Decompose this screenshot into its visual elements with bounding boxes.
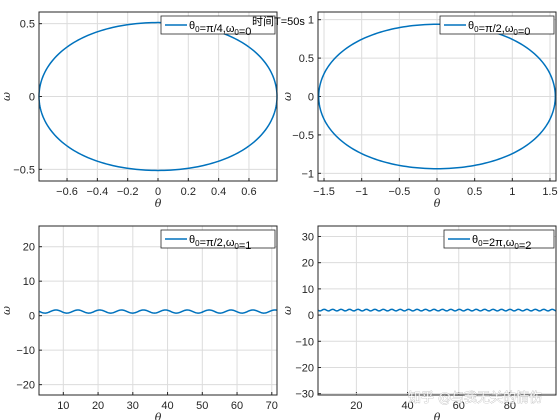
y-axis-label: ω [281, 92, 294, 101]
x-tick-label: 0.6 [241, 186, 256, 198]
x-axis-label: θ [434, 411, 441, 420]
legend-label: θ0=π/2,ω0=1 [189, 234, 251, 252]
x-tick-label: −1.5 [313, 186, 335, 198]
x-tick-label: −1 [355, 186, 368, 198]
x-tick-label: 20 [92, 400, 104, 412]
subplot-3: 10 20 30 40 50 60 70 −20 −10 0 10 20 θ0=π/2,ω0=1 θ ω [0, 225, 278, 420]
legend-box [439, 15, 555, 35]
y-tick-label: 20 [23, 242, 35, 254]
x-tick-label: 40 [401, 400, 413, 412]
subplot-2: −1.5 −1 −0.5 0 0.5 1 1.5 −1 −0.5 0 0.5 1 θ0=π/2,ω0=0… [281, 11, 558, 210]
x-tick-label: 10 [57, 400, 69, 412]
y-tick-label: −1 [301, 168, 314, 180]
subplot-1: −0.6 −0.4 −0.2 0 0.2 0.4 0.6 −0.5 0 0.5 θ0=π/4,ω0=… [0, 11, 278, 210]
y-tick-label: −20 [295, 362, 314, 374]
y-tick-label: −30 [295, 389, 314, 401]
figure-title: 时间T=50s [252, 15, 305, 28]
axes-frame [317, 225, 557, 396]
x-tick-label: 60 [231, 400, 243, 412]
x-tick-label: 0.4 [211, 186, 226, 198]
y-tick-label: 0 [29, 311, 35, 323]
x-tick-label: 80 [504, 400, 516, 412]
x-tick-label: 50 [196, 400, 208, 412]
legend: θ0=π/2,ω0=0 [439, 15, 555, 38]
x-tick-label: 70 [266, 400, 278, 412]
y-tick-label: 1 [308, 15, 314, 27]
y-axis-label: ω [0, 92, 13, 101]
x-tick-label: 0.2 [181, 186, 196, 198]
y-axis-label: ω [281, 306, 294, 315]
watermark: 知乎 @与我无关的情伤 [408, 390, 542, 406]
x-axis-label: θ [155, 411, 162, 420]
y-tick-label: 10 [23, 276, 35, 288]
x-tick-label: 40 [161, 400, 173, 412]
legend-box [160, 15, 276, 35]
x-tick-label: 20 [350, 400, 362, 412]
x-tick-label: 0 [155, 186, 161, 198]
y-tick-label: 20 [302, 258, 314, 270]
x-tick-label: −0.2 [117, 186, 139, 198]
subplots: −0.6 −0.4 −0.2 0 0.2 0.4 0.6 −0.5 0 0.5 θ0=π/4,ω0=… [0, 11, 558, 420]
y-tick-label: 30 [302, 231, 314, 243]
series-line [317, 308, 557, 312]
x-tick-label: 1 [509, 186, 515, 198]
subplot-4: 20 40 60 80 −30 −20 −10 0 10 20 30 θ0=2π,ω0=2 θ ω [281, 225, 557, 420]
legend-label: θ0=π/4,ω0=0 [189, 20, 251, 38]
x-tick-label: 0.5 [467, 186, 482, 198]
legend-label: θ0=π/2,ω0=0 [468, 20, 530, 38]
x-tick-label: 0 [434, 186, 440, 198]
y-tick-label: 0 [29, 92, 35, 104]
x-axis-label: θ [155, 197, 162, 210]
y-tick-label: −10 [295, 336, 314, 348]
x-tick-label: 1.5 [542, 186, 557, 198]
axes-frame [38, 225, 278, 396]
legend-box [160, 229, 276, 249]
y-tick-label: 0 [308, 310, 314, 322]
legend: θ0=π/2,ω0=1 [160, 229, 276, 252]
x-tick-label: −0.4 [87, 186, 109, 198]
x-tick-label: −0.5 [388, 186, 410, 198]
x-tick-label: −0.6 [56, 186, 78, 198]
legend-box [443, 229, 555, 249]
x-tick-label: 30 [127, 400, 139, 412]
legend: θ0=2π,ω0=2 [443, 229, 555, 252]
y-tick-label: 0.5 [299, 53, 314, 65]
axes-frame [317, 11, 557, 182]
y-tick-label: 0 [308, 92, 314, 104]
legend-label: θ0=2π,ω0=2 [472, 234, 531, 252]
x-axis-label: θ [434, 197, 441, 210]
y-tick-label: −0.5 [292, 130, 314, 142]
y-tick-label: 10 [302, 284, 314, 296]
y-tick-label: 0.5 [20, 19, 35, 31]
y-tick-label: −20 [16, 380, 35, 392]
series-line [38, 309, 278, 314]
axes-frame [38, 11, 278, 182]
legend: θ0=π/4,ω0=0 [160, 15, 276, 38]
y-axis-label: ω [0, 306, 13, 315]
y-tick-label: −10 [16, 345, 35, 357]
y-tick-label: −0.5 [13, 164, 35, 176]
x-tick-label: 60 [453, 400, 465, 412]
